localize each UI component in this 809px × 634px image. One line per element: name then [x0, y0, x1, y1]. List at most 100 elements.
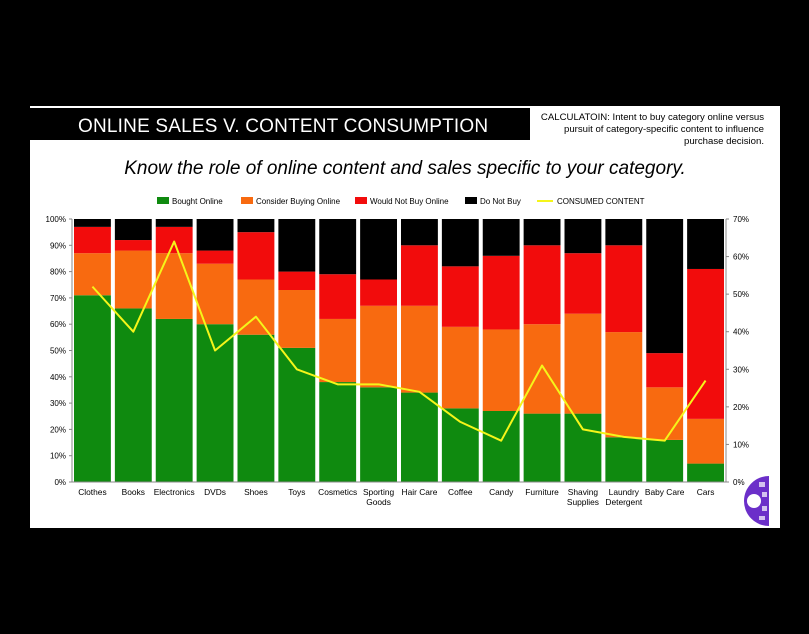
- bar-bought-online-4: [237, 334, 275, 482]
- bar-bought-online-11: [523, 413, 561, 482]
- bar-consider-buying-online-7: [360, 305, 397, 388]
- bar-consider-buying-online-1: [114, 250, 152, 309]
- bar-bought-online-2: [155, 318, 193, 482]
- bar-consider-buying-online-10: [482, 329, 520, 411]
- x-category-label-11: Furniture: [525, 487, 559, 497]
- bar-do-not-buy-9: [441, 219, 479, 267]
- bar-bought-online-10: [482, 410, 520, 482]
- bar-consider-buying-online-4: [237, 279, 275, 335]
- bar-would-not-buy-online-2: [155, 226, 193, 254]
- bar-consider-buying-online-9: [441, 326, 479, 409]
- x-category-label-2: Electronics: [154, 487, 195, 497]
- slide: ONLINE SALES V. CONTENT CONSUMPTION CALC…: [30, 106, 780, 528]
- legend-label-0: Bought Online: [172, 197, 223, 206]
- bar-consider-buying-online-8: [401, 305, 438, 393]
- y-right-tick-label-2: 20%: [733, 403, 749, 412]
- bar-would-not-buy-online-13: [605, 245, 643, 333]
- slide-subtitle: Know the role of online content and sale…: [124, 158, 686, 179]
- bar-consider-buying-online-14: [646, 387, 684, 440]
- legend-swatch-1: [241, 197, 253, 204]
- bar-do-not-buy-0: [74, 219, 111, 227]
- x-category-label-8: Hair Care: [402, 487, 438, 497]
- publisher-logo-icon: [744, 476, 769, 526]
- legend-swatch-0: [157, 197, 169, 204]
- title-bar: ONLINE SALES V. CONTENT CONSUMPTION: [30, 108, 530, 140]
- x-category-label-4: Shoes: [244, 487, 268, 497]
- bar-would-not-buy-online-7: [360, 279, 397, 306]
- y-left-tick-label-10: 100%: [46, 215, 66, 224]
- legend-swatch-2: [355, 197, 367, 204]
- y-left-tick-label-3: 30%: [50, 399, 66, 408]
- legend-label-2: Would Not Buy Online: [370, 197, 449, 206]
- legend-label-3: Do Not Buy: [480, 197, 521, 206]
- x-category-label-9: Coffee: [448, 487, 473, 497]
- bar-would-not-buy-online-3: [196, 250, 234, 264]
- x-category-label-7: Sporting Goods: [363, 487, 395, 507]
- bar-would-not-buy-online-15: [687, 268, 724, 419]
- bar-bought-online-7: [360, 387, 397, 482]
- bar-would-not-buy-online-1: [114, 240, 152, 251]
- y-left-tick-label-9: 90%: [50, 241, 66, 250]
- bar-consider-buying-online-11: [523, 324, 561, 414]
- y-left-tick-label-4: 40%: [50, 373, 66, 382]
- x-category-label-13: Laundry Detergent: [605, 487, 642, 507]
- bar-bought-online-6: [319, 382, 357, 482]
- bar-consider-buying-online-5: [278, 290, 316, 348]
- legend-label-4: CONSUMED CONTENT: [557, 197, 645, 206]
- y-right-tick-label-7: 70%: [733, 215, 749, 224]
- bar-do-not-buy-3: [196, 219, 234, 251]
- bar-would-not-buy-online-9: [441, 266, 479, 327]
- bar-do-not-buy-8: [401, 219, 438, 246]
- bar-do-not-buy-4: [237, 219, 275, 233]
- x-category-label-3: DVDs: [204, 487, 226, 497]
- y-left-tick-label-2: 20%: [50, 425, 66, 434]
- bar-do-not-buy-2: [155, 219, 193, 227]
- bar-bought-online-0: [74, 295, 111, 482]
- bar-would-not-buy-online-0: [74, 226, 111, 254]
- y-right-tick-label-3: 30%: [733, 365, 749, 374]
- y-right-tick-label-1: 10%: [733, 440, 749, 449]
- bar-consider-buying-online-6: [319, 318, 357, 383]
- y-left-tick-label-5: 50%: [50, 347, 66, 356]
- legend-label-1: Consider Buying Online: [256, 197, 341, 206]
- x-category-label-1: Books: [122, 487, 145, 497]
- bar-do-not-buy-10: [482, 219, 520, 256]
- x-category-label-10: Candy: [489, 487, 514, 497]
- y-left-tick-label-7: 70%: [50, 294, 66, 303]
- slide-title: ONLINE SALES V. CONTENT CONSUMPTION: [78, 116, 489, 137]
- bar-do-not-buy-7: [360, 219, 397, 280]
- y-left-tick-label-0: 0%: [54, 478, 66, 487]
- bar-do-not-buy-5: [278, 219, 316, 272]
- y-right-tick-label-4: 40%: [733, 328, 749, 337]
- y-left-tick-label-6: 60%: [50, 320, 66, 329]
- x-category-label-5: Toys: [288, 487, 305, 497]
- bar-would-not-buy-online-10: [482, 255, 520, 330]
- bar-bought-online-15: [687, 463, 724, 482]
- bar-consider-buying-online-12: [564, 313, 602, 414]
- y-right-tick-label-0: 0%: [733, 478, 745, 487]
- bar-do-not-buy-6: [319, 219, 357, 275]
- bar-bought-online-14: [646, 439, 684, 482]
- series-line-consumed-content: [91, 240, 707, 442]
- bar-do-not-buy-1: [114, 219, 152, 241]
- bar-bought-online-8: [401, 392, 438, 482]
- stacked-bar-chart: 0% 10% 20% 30% 40% 50% 60% 70% 80% 90% 100% 0% 10% 20…: [46, 197, 749, 507]
- x-category-label-12: Shaving Supplies: [567, 487, 599, 507]
- y-right-tick-label-6: 60%: [733, 253, 749, 262]
- bar-would-not-buy-online-14: [646, 353, 684, 388]
- bar-would-not-buy-online-6: [319, 274, 357, 319]
- x-category-label-0: Clothes: [78, 487, 106, 497]
- bar-do-not-buy-14: [646, 219, 684, 354]
- bar-consider-buying-online-0: [74, 253, 111, 296]
- bar-would-not-buy-online-8: [401, 245, 438, 306]
- x-category-label-6: Cosmetics: [318, 487, 357, 497]
- x-category-label-15: Cars: [697, 487, 715, 497]
- y-left-tick-label-1: 10%: [50, 452, 66, 461]
- legend-swatch-3: [465, 197, 477, 204]
- bar-consider-buying-online-13: [605, 332, 643, 438]
- bar-would-not-buy-online-11: [523, 245, 561, 325]
- y-right-tick-label-5: 50%: [733, 290, 749, 299]
- bar-would-not-buy-online-5: [278, 271, 316, 291]
- bar-bought-online-9: [441, 408, 479, 482]
- bar-do-not-buy-12: [564, 219, 602, 254]
